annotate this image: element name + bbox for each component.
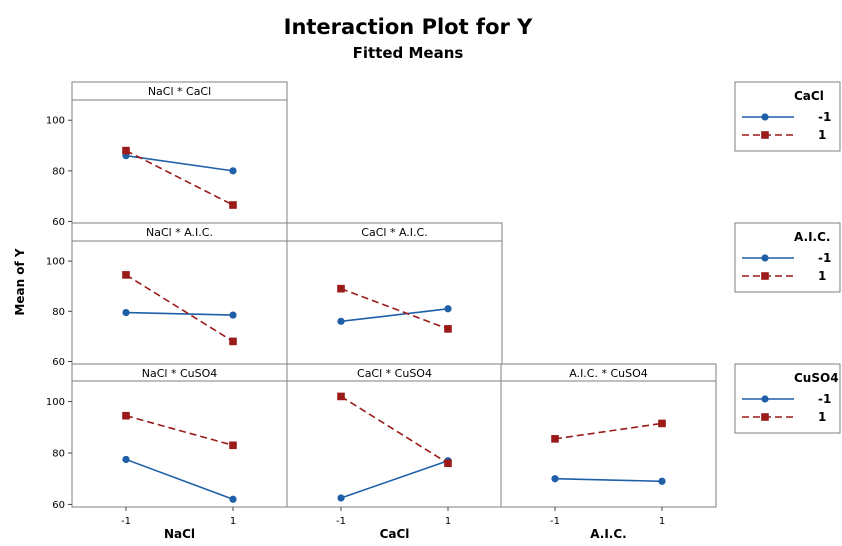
legend-0: CaCl -1 1 (734, 81, 841, 152)
y-tick-label: 60 (52, 500, 65, 511)
panel-frame (71, 240, 288, 365)
y-tick-label: 100 (46, 257, 65, 268)
legend-title: A.I.C. (794, 230, 830, 244)
x-tick-label: -1 (550, 516, 560, 527)
panel-frame (500, 380, 717, 508)
panel-label: NaCl * CaCl (148, 85, 211, 98)
panel-5: A.I.C. * CuSO4 -1 1 (500, 363, 717, 527)
series-line-minus1 (340, 307, 449, 323)
panel-label: NaCl * A.I.C. (146, 226, 213, 239)
legend-entry: -1 (818, 392, 831, 406)
legend-2: CuSO4 -1 1 (734, 363, 841, 434)
x-axis-label-2: A.I.C. (590, 527, 626, 541)
data-point (337, 317, 345, 325)
data-point (337, 284, 345, 293)
series-line-minus1 (554, 477, 663, 483)
data-point (229, 337, 237, 346)
data-point (229, 167, 237, 175)
series-line-plus1 (125, 414, 234, 447)
legend-entry: -1 (818, 251, 831, 265)
data-point (444, 325, 452, 333)
x-tick-label: 1 (445, 516, 451, 527)
data-point (551, 475, 559, 483)
legend-swatch-marker (761, 254, 769, 262)
chart-title: Interaction Plot for Y (284, 15, 534, 39)
chart-subtitle: Fitted Means (353, 44, 464, 62)
legend-1: A.I.C. -1 1 (734, 222, 841, 293)
data-point (551, 435, 559, 443)
data-point (229, 201, 237, 209)
legend-entry: -1 (818, 110, 831, 124)
series-line-plus1 (554, 422, 663, 440)
x-axis-label-0: NaCl (164, 527, 195, 541)
data-point (229, 441, 237, 450)
data-point (337, 392, 345, 401)
panel-label: NaCl * CuSO4 (142, 367, 218, 380)
data-point (122, 411, 130, 420)
data-point (444, 459, 452, 468)
panel-4: CaCl * CuSO4 -1 1 (286, 363, 503, 527)
y-axis-label: Mean of Y (13, 248, 27, 316)
series-line-plus1 (125, 149, 234, 206)
legend-entry: 1 (818, 410, 826, 424)
panel-label: A.I.C. * CuSO4 (569, 367, 648, 380)
y-tick-label: 80 (52, 449, 65, 460)
legend-title: CuSO4 (794, 371, 839, 385)
y-tick-label: 80 (52, 307, 65, 318)
data-point (337, 494, 345, 502)
x-tick-label: 1 (230, 516, 236, 527)
legend-swatch-marker (761, 272, 769, 280)
y-tick-label: 60 (52, 217, 65, 228)
legend-swatch-marker (761, 395, 769, 403)
legend-swatch-marker (761, 413, 769, 421)
x-tick-label: -1 (121, 516, 131, 527)
series-line-minus1 (125, 458, 234, 501)
series-line-plus1 (340, 287, 449, 330)
panel-frame (71, 99, 288, 225)
x-tick-label: 1 (659, 516, 665, 527)
legend-entry: 1 (818, 269, 826, 283)
panel-frame (71, 380, 288, 508)
data-point (122, 271, 130, 279)
data-point (122, 146, 130, 155)
data-point (122, 308, 130, 317)
x-axis-label-1: CaCl (380, 527, 410, 541)
data-point (122, 455, 130, 464)
panel-2: CaCl * A.I.C. (286, 222, 503, 365)
legend-entry: 1 (818, 128, 826, 142)
data-point (658, 419, 666, 428)
panel-label: CaCl * A.I.C. (361, 226, 427, 239)
series-line-minus1 (125, 311, 234, 316)
y-tick-label: 60 (52, 357, 65, 368)
legend-swatch-marker (761, 113, 769, 121)
y-tick-label: 100 (46, 397, 65, 408)
panel-frame (286, 240, 503, 365)
series-line-minus1 (340, 459, 449, 499)
y-tick-label: 100 (46, 116, 65, 127)
panel-0: NaCl * CaCl 60 80 100 (46, 81, 288, 228)
legend-title: CaCl (794, 89, 824, 103)
series-line-plus1 (125, 274, 234, 343)
data-point (229, 311, 237, 319)
y-tick-label: 80 (52, 166, 65, 177)
x-tick-label: -1 (336, 516, 346, 527)
series-line-plus1 (340, 395, 449, 464)
data-point (229, 495, 237, 503)
legend-swatch-marker (761, 131, 769, 139)
panel-label: CaCl * CuSO4 (357, 367, 432, 380)
panel-frame (286, 380, 503, 508)
data-point (444, 305, 452, 313)
panel-3: NaCl * CuSO4 60 80 100 -1 1 (46, 363, 288, 527)
panel-1: NaCl * A.I.C. 60 80 100 (46, 222, 288, 368)
series-line-minus1 (125, 154, 234, 172)
data-point (658, 477, 666, 485)
